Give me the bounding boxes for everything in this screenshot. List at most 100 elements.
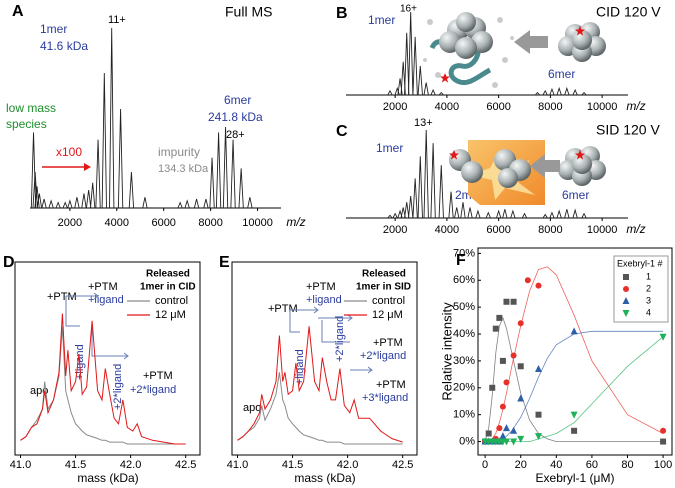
chart-title: SID 120 V (596, 122, 660, 138)
illustration (423, 12, 606, 88)
x-tick-label: 40 (550, 459, 562, 471)
peak (203, 198, 209, 209)
annotation: 16+ (400, 4, 417, 15)
x-axis-label: m/z (626, 222, 645, 236)
panel-label: B (336, 5, 348, 22)
annotation: x100 (56, 145, 82, 159)
y-tick-label: 20% (453, 382, 475, 394)
peak (55, 201, 61, 209)
peak (209, 157, 215, 209)
x-tick-label: 6000 (486, 101, 510, 113)
peak (95, 139, 101, 209)
marker (535, 364, 543, 372)
peak (394, 86, 400, 96)
peak (404, 32, 410, 96)
legend-label: 12 μM (155, 309, 186, 321)
peak (454, 207, 460, 219)
marker (517, 435, 525, 443)
x-tick-label: 41.5 (65, 459, 86, 471)
marker (489, 384, 496, 391)
x-axis-label: Exebryl-1 (μM) (536, 471, 615, 485)
marker (660, 438, 667, 445)
annotation: 241.8 kDa (208, 110, 263, 124)
annotation: 6mer (548, 67, 575, 81)
marker (499, 432, 507, 440)
annotation: +2*ligand (112, 364, 124, 410)
marker (660, 427, 667, 434)
annotation: 134.3 kDa (158, 163, 209, 175)
annotation: 1mer (368, 13, 395, 27)
plot-frame (231, 261, 418, 456)
x-tick-label: 2000 (383, 224, 407, 236)
peak (387, 89, 393, 96)
marker (517, 320, 524, 327)
peak (485, 211, 491, 219)
peak (572, 208, 578, 219)
marker (659, 333, 667, 341)
peak (510, 209, 516, 219)
peak (496, 209, 502, 219)
x-axis-label: mass (kDa) (294, 471, 355, 485)
legend-label: 3 (646, 295, 651, 305)
x-tick-label: 42.5 (175, 459, 196, 471)
peak (412, 178, 418, 219)
legend-title: Released (362, 269, 406, 280)
x-axis-label: m/z (286, 215, 305, 229)
marker (517, 363, 524, 370)
annotation: +PTM (47, 291, 77, 303)
peak (423, 82, 429, 96)
marker (535, 282, 542, 289)
peak (117, 108, 124, 209)
peak (177, 201, 183, 209)
marker (535, 411, 542, 418)
spectrum-line (237, 326, 403, 443)
marker (524, 277, 531, 284)
peak (572, 88, 578, 96)
peak (404, 202, 410, 219)
annotation: 41.6 kDa (40, 39, 88, 53)
peak (128, 171, 135, 209)
legend-title: 1mer in CID (140, 282, 196, 293)
annotation: 6mer (224, 93, 251, 107)
annotation: +2*ligand (334, 316, 346, 362)
peak (438, 165, 444, 219)
y-tick-label: 30% (453, 355, 475, 367)
panel-label: C (336, 123, 348, 140)
peak (417, 156, 423, 219)
x-tick-label: 8000 (538, 101, 562, 113)
annotation: +PTM (306, 281, 336, 293)
marker (622, 310, 630, 317)
peak (549, 211, 555, 219)
peak (542, 213, 548, 219)
marker (492, 325, 499, 332)
x-tick-label: 41.0 (227, 459, 248, 471)
x-tick-label: 4000 (435, 224, 459, 236)
peak (90, 182, 96, 209)
spectrum-line (20, 326, 186, 445)
peak (542, 89, 548, 96)
annotation: 11+ (108, 14, 126, 26)
peak (85, 189, 92, 209)
legend-title: Exebryl-1 # (617, 258, 663, 268)
annotation: +2*ligand (360, 350, 406, 362)
peak (101, 72, 107, 209)
annotation: 13+ (414, 117, 433, 129)
peak (475, 209, 481, 219)
x-tick-label: 8000 (198, 217, 222, 229)
marker (499, 357, 506, 364)
x-tick-label: 60 (586, 459, 598, 471)
x-tick-label: 0 (482, 459, 488, 471)
peak (238, 168, 244, 209)
peak (67, 199, 73, 209)
x-axis-label: m/z (626, 99, 645, 113)
peak (387, 214, 393, 219)
annotation: +PTM (376, 379, 406, 391)
legend-label: 1 (646, 271, 651, 281)
panel-label: F (456, 252, 466, 269)
peak (556, 209, 562, 219)
panel-label: E (219, 254, 230, 271)
fit-line (485, 330, 664, 442)
marker (510, 426, 518, 434)
x-tick-label: 100 (654, 459, 672, 471)
annotation: apo (243, 402, 261, 414)
